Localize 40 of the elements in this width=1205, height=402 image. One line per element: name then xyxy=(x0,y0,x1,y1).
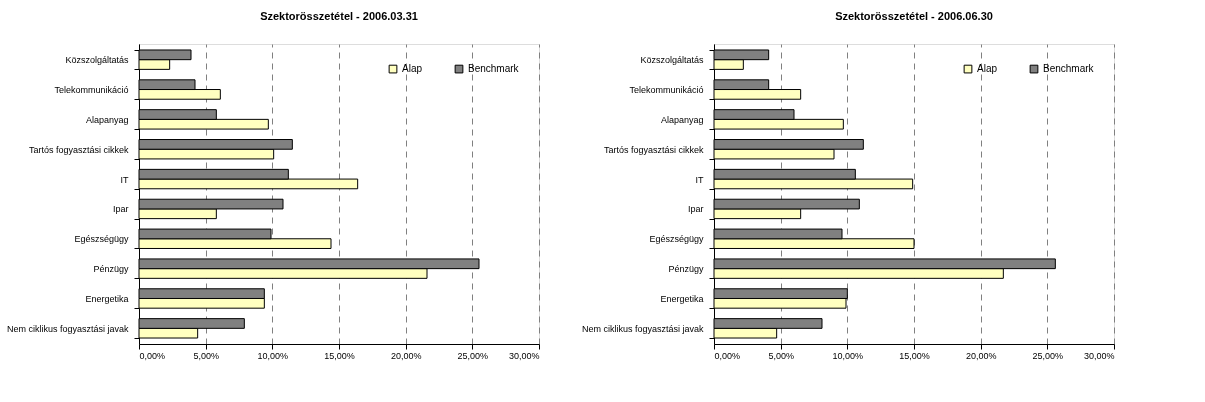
y-tick-label: IT xyxy=(120,174,129,185)
x-tick-label: 5,00% xyxy=(768,350,794,361)
y-tick-label: Alapanyag xyxy=(85,114,129,125)
chart-title: Szektorösszetétel - 2006.06.30 xyxy=(835,10,993,22)
y-tick-label: Energetika xyxy=(660,293,704,304)
x-tick-label: 0,00% xyxy=(714,350,741,361)
y-tick-label: Pénzügy xyxy=(668,264,704,275)
x-tick-label: 10,00% xyxy=(832,350,864,361)
x-tick-label: 10,00% xyxy=(257,350,289,361)
x-tick-label: 5,00% xyxy=(193,350,219,361)
y-tick-label: Tartós fogyasztási cikkek xyxy=(603,144,704,155)
y-tick-label: Tartós fogyasztási cikkek xyxy=(28,144,129,155)
x-tick-label: 20,00% xyxy=(965,350,997,361)
x-tick-label: 30,00% xyxy=(1083,350,1115,361)
y-tick-label: Egészségügy xyxy=(649,234,704,245)
y-tick-label: Ipar xyxy=(112,204,129,215)
y-tick-label: Egészségügy xyxy=(74,234,129,245)
legend-label: Benchmark xyxy=(468,63,520,75)
chart-title: Szektorösszetétel - 2006.03.31 xyxy=(260,10,418,22)
x-tick-label: 25,00% xyxy=(457,350,489,361)
legend-label: Benchmark xyxy=(1043,63,1095,75)
legend-label: Alap xyxy=(977,63,998,75)
y-tick-label: Közszolgáltatás xyxy=(65,55,129,66)
y-tick-label: Nem ciklikus fogyasztási javak xyxy=(6,323,129,334)
y-tick-label: Energetika xyxy=(85,293,129,304)
legend-label: Alap xyxy=(402,63,423,75)
y-tick-label: Telekommunikáció xyxy=(629,85,704,96)
x-tick-label: 15,00% xyxy=(899,350,930,361)
y-tick-label: Közszolgáltatás xyxy=(640,55,704,66)
y-tick-label: Nem ciklikus fogyasztási javak xyxy=(581,323,704,334)
y-tick-label: Alapanyag xyxy=(660,114,704,125)
y-tick-label: IT xyxy=(695,174,704,185)
y-tick-label: Telekommunikáció xyxy=(54,85,129,96)
y-tick-label: Ipar xyxy=(687,204,704,215)
x-tick-label: 0,00% xyxy=(139,350,166,361)
x-tick-label: 30,00% xyxy=(508,350,540,361)
y-tick-label: Pénzügy xyxy=(93,264,129,275)
x-tick-label: 20,00% xyxy=(390,350,422,361)
x-tick-label: 25,00% xyxy=(1032,350,1064,361)
x-tick-label: 15,00% xyxy=(324,350,355,361)
